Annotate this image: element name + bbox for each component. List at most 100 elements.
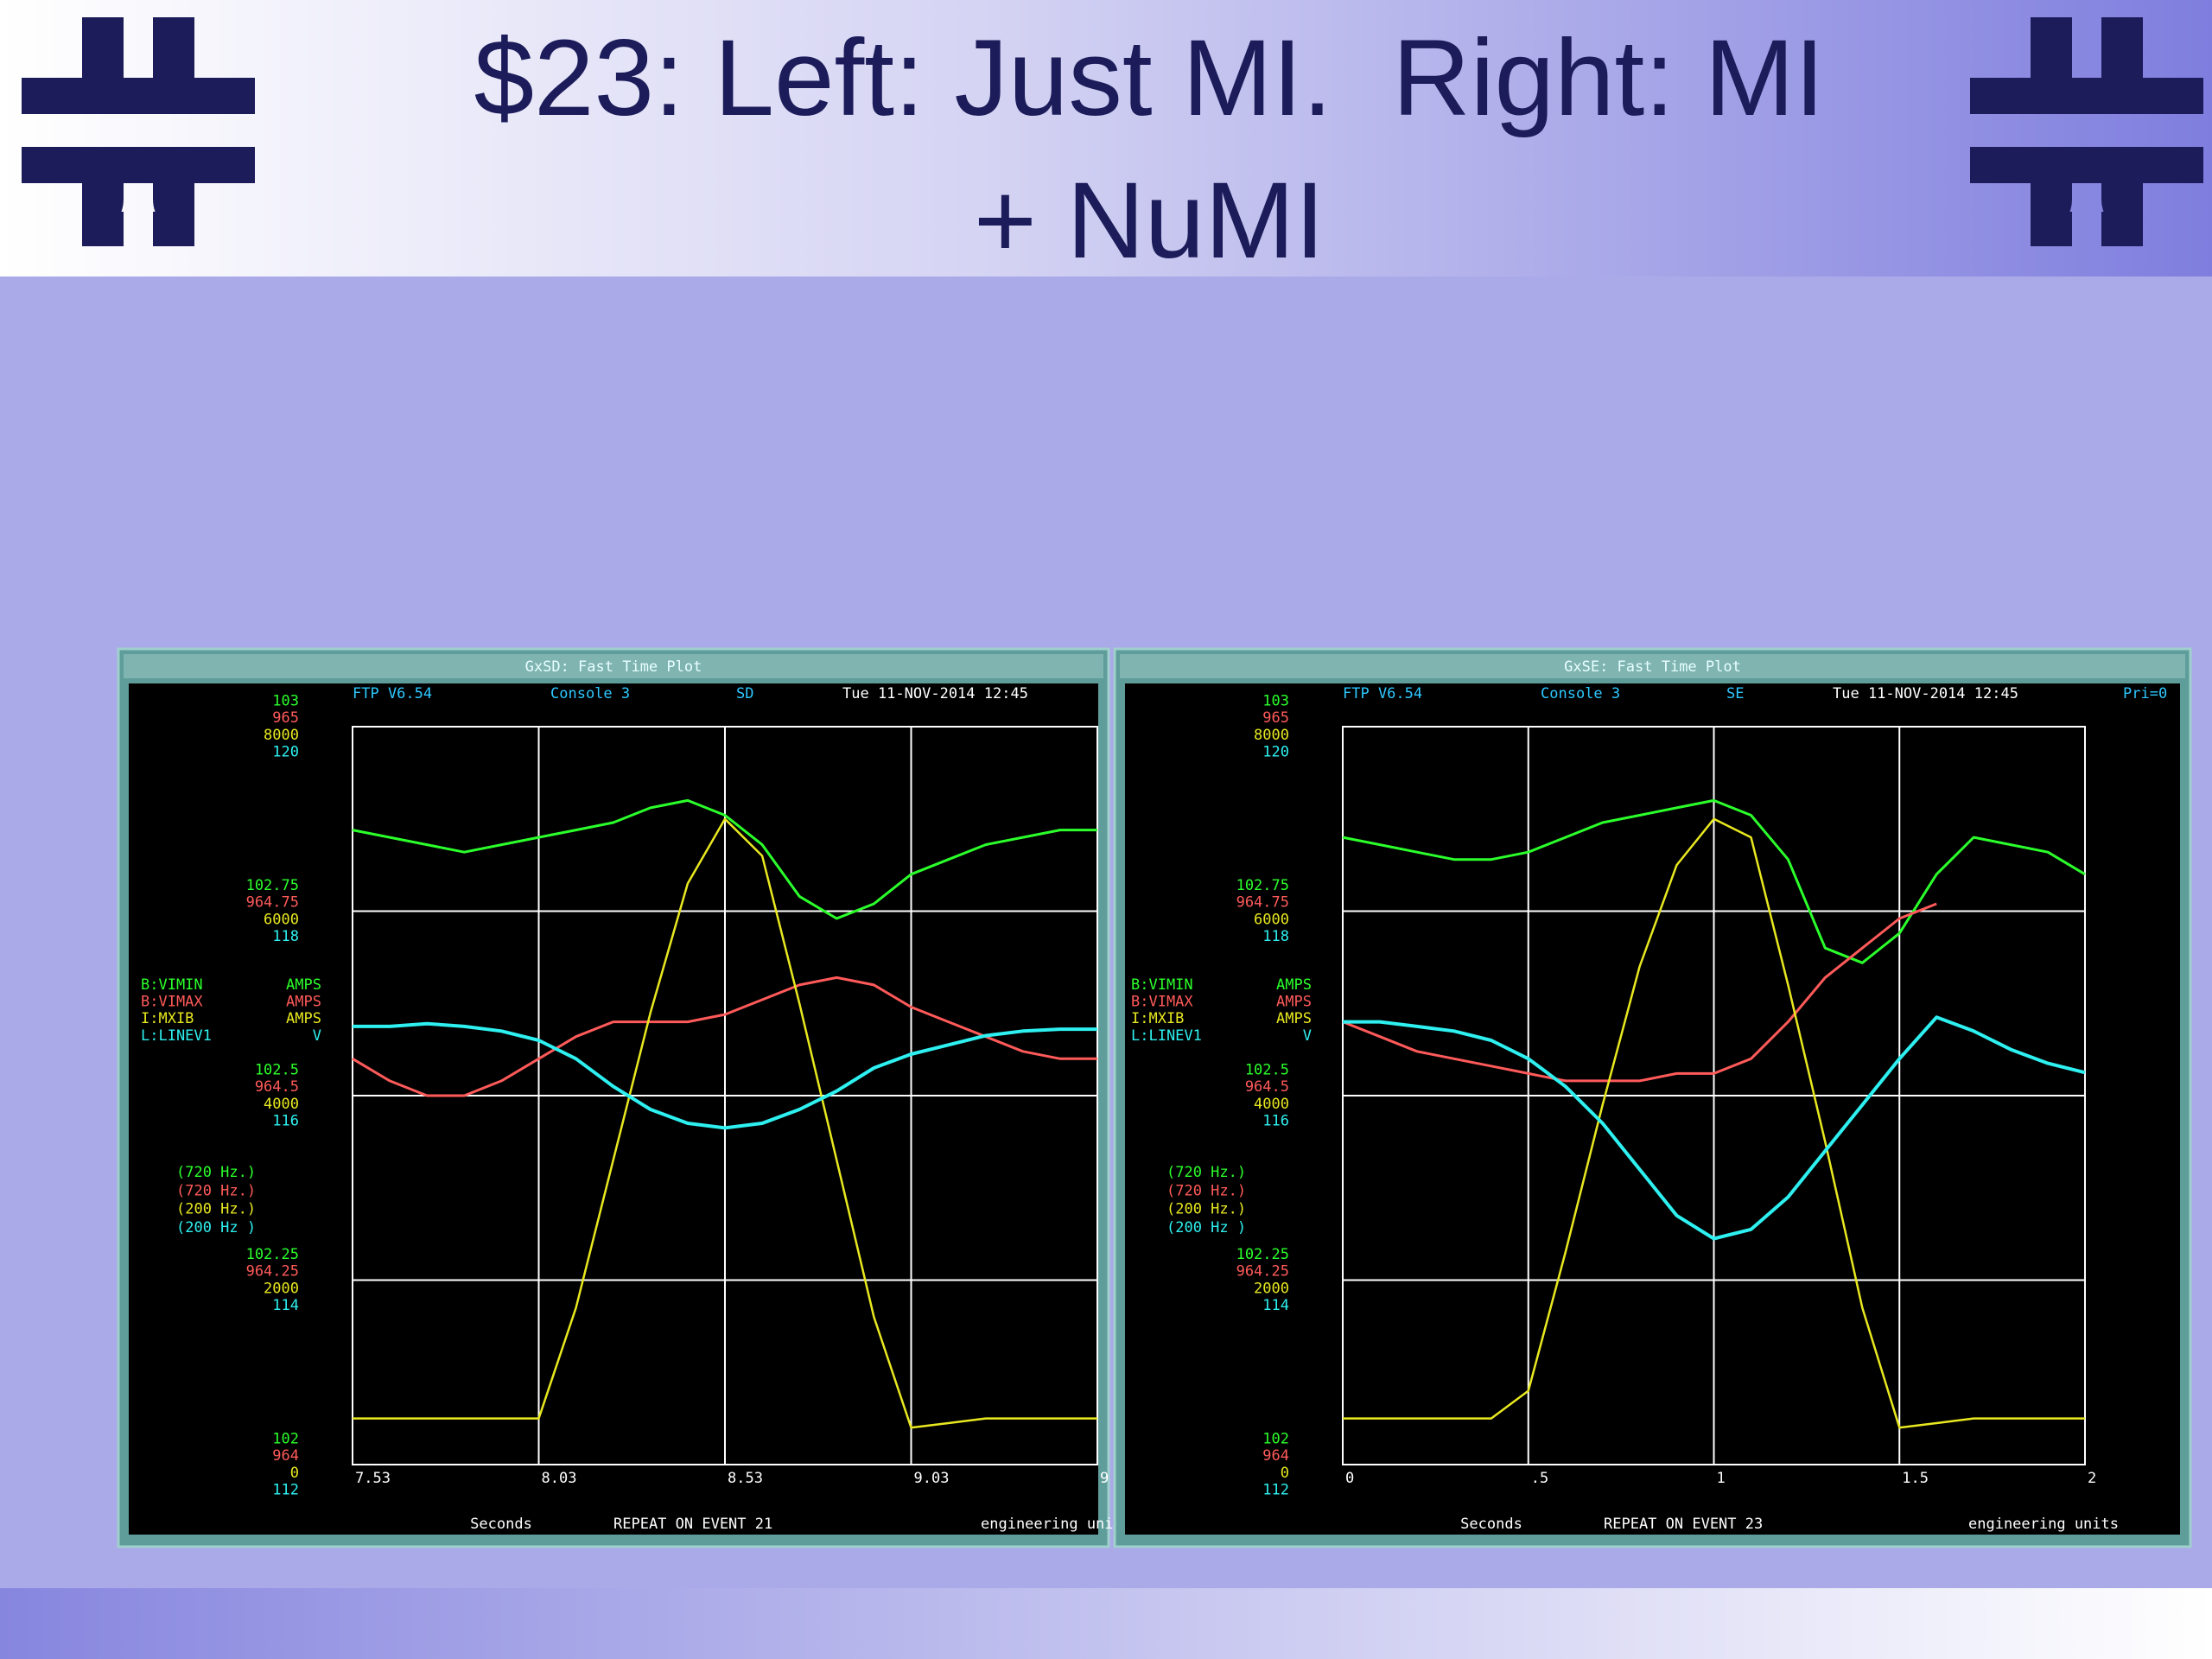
y-tick-label: 103 xyxy=(272,693,299,710)
x-tick-label: .5 xyxy=(1531,1470,1548,1487)
x-tick-label: 9 xyxy=(1100,1470,1109,1487)
y-tick-label: 102 xyxy=(1262,1431,1289,1448)
units-mode: engineering units xyxy=(981,1516,1131,1533)
console: Console 3 xyxy=(1541,685,1620,702)
x-axis-label: Seconds xyxy=(470,1516,532,1533)
legend-name: B:VIMAX xyxy=(1131,994,1193,1011)
window-title: GxSE: Fast Time Plot xyxy=(1564,658,1741,676)
y-tick-label: 2000 xyxy=(1254,1280,1289,1297)
ftp-version: FTP V6.54 xyxy=(1343,685,1422,702)
y-tick-label: 116 xyxy=(272,1112,299,1129)
y-tick-label: 118 xyxy=(1262,928,1289,945)
y-tick-label: 116 xyxy=(1262,1112,1289,1129)
y-tick-label: 102.5 xyxy=(255,1062,299,1079)
y-tick-label: 114 xyxy=(1262,1297,1289,1314)
trace xyxy=(352,798,1097,920)
trace xyxy=(352,976,1097,1097)
window-title: GxSD: Fast Time Plot xyxy=(525,658,702,676)
timestamp: Tue 11-NOV-2014 12:45 xyxy=(842,685,1028,702)
y-tick-label: 103 xyxy=(1262,693,1289,710)
y-tick-label: 964.25 xyxy=(246,1263,299,1281)
legend-name: I:MXIB xyxy=(1131,1010,1184,1027)
trace xyxy=(1342,902,1937,1083)
y-tick-label: 965 xyxy=(1262,709,1289,727)
y-tick-label: 964 xyxy=(1262,1447,1289,1465)
footer-band xyxy=(0,1588,2212,1659)
legend-unit: AMPS xyxy=(286,994,321,1011)
y-tick-label: 4000 xyxy=(264,1096,299,1113)
sample-rate: (720 Hz.) xyxy=(1166,1164,1246,1181)
x-tick-label: 8.53 xyxy=(728,1470,763,1487)
console-slot: SD xyxy=(736,685,753,702)
plot-screen xyxy=(1125,683,2180,1535)
legend-unit: AMPS xyxy=(286,976,321,994)
y-tick-label: 964.5 xyxy=(1245,1078,1289,1096)
sample-rate: (720 Hz.) xyxy=(176,1164,256,1181)
ftp-version: FTP V6.54 xyxy=(353,685,432,702)
y-tick-label: 0 xyxy=(1281,1465,1289,1482)
y-tick-label: 102.75 xyxy=(246,877,299,894)
legend-name: B:VIMIN xyxy=(1131,976,1193,994)
y-tick-label: 102.25 xyxy=(246,1246,299,1263)
sample-rate: (720 Hz.) xyxy=(1166,1182,1246,1199)
repeat-event: REPEAT ON EVENT 23 xyxy=(1604,1516,1763,1533)
legend-unit: AMPS xyxy=(1276,1010,1312,1027)
trace xyxy=(1342,798,2086,964)
y-tick-label: 6000 xyxy=(1254,911,1289,928)
x-tick-label: 7.53 xyxy=(355,1470,391,1487)
slide-title: $23: Left: Just MI. Right: MI + NuMI xyxy=(474,18,1855,281)
y-tick-label: 0 xyxy=(290,1465,299,1482)
y-tick-label: 964.75 xyxy=(1236,894,1289,912)
x-tick-label: 9.03 xyxy=(914,1470,950,1487)
y-tick-label: 120 xyxy=(272,743,299,760)
x-tick-label: 2 xyxy=(2088,1470,2096,1487)
x-tick-label: 1.5 xyxy=(1902,1470,1929,1487)
y-tick-label: 120 xyxy=(1262,743,1289,760)
title-bar xyxy=(1120,654,2185,678)
y-tick-label: 112 xyxy=(272,1481,299,1498)
x-tick-label: 8.03 xyxy=(542,1470,577,1487)
x-axis-label: Seconds xyxy=(1460,1516,1522,1533)
y-tick-label: 112 xyxy=(1262,1481,1289,1498)
plots: GxSD: Fast Time Plot FTP V6.54 Console 3 SD… xyxy=(117,647,2192,1548)
sample-rate: (200 Hz.) xyxy=(176,1201,256,1218)
sample-rate: (200 Hz ) xyxy=(1166,1219,1246,1236)
y-tick-label: 964.25 xyxy=(1236,1263,1289,1281)
legend-unit: V xyxy=(313,1027,321,1045)
y-tick-label: 964.75 xyxy=(246,894,299,912)
trace xyxy=(353,817,1097,1429)
y-tick-label: 102.75 xyxy=(1236,877,1289,894)
y-tick-label: 964.5 xyxy=(255,1078,299,1096)
legend-unit: AMPS xyxy=(1276,976,1312,994)
y-tick-label: 6000 xyxy=(264,911,299,928)
y-tick-label: 965 xyxy=(272,709,299,727)
trace xyxy=(353,1021,1097,1130)
legend-unit: V xyxy=(1303,1027,1312,1045)
sample-rate: (200 Hz ) xyxy=(176,1219,256,1236)
y-tick-label: 114 xyxy=(272,1297,299,1314)
console: Console 3 xyxy=(550,685,630,702)
y-tick-label: 102 xyxy=(272,1431,299,1448)
x-tick-label: 0 xyxy=(1345,1470,1354,1487)
plot-screen xyxy=(129,683,1098,1535)
timestamp: Tue 11-NOV-2014 12:45 xyxy=(1833,685,2018,702)
legend-name: I:MXIB xyxy=(141,1010,194,1027)
trace xyxy=(1343,817,2085,1429)
y-tick-label: 102.25 xyxy=(1236,1246,1289,1263)
y-tick-label: 118 xyxy=(272,928,299,945)
priority: Pri=0 xyxy=(2123,685,2167,702)
x-tick-label: 1 xyxy=(1717,1470,1726,1487)
units-mode: engineering units xyxy=(1968,1516,2119,1533)
y-tick-label: 2000 xyxy=(264,1280,299,1297)
y-tick-label: 8000 xyxy=(1254,727,1289,744)
legend-name: L:LINEV1 xyxy=(1131,1027,1202,1045)
legend-name: B:VIMIN xyxy=(141,976,203,994)
legend-unit: AMPS xyxy=(1276,994,1312,1011)
y-tick-label: 964 xyxy=(272,1447,299,1465)
y-tick-label: 102.5 xyxy=(1245,1062,1289,1079)
repeat-event: REPEAT ON EVENT 21 xyxy=(613,1516,772,1533)
sample-rate: (720 Hz.) xyxy=(176,1182,256,1199)
trace xyxy=(1343,1015,2086,1241)
